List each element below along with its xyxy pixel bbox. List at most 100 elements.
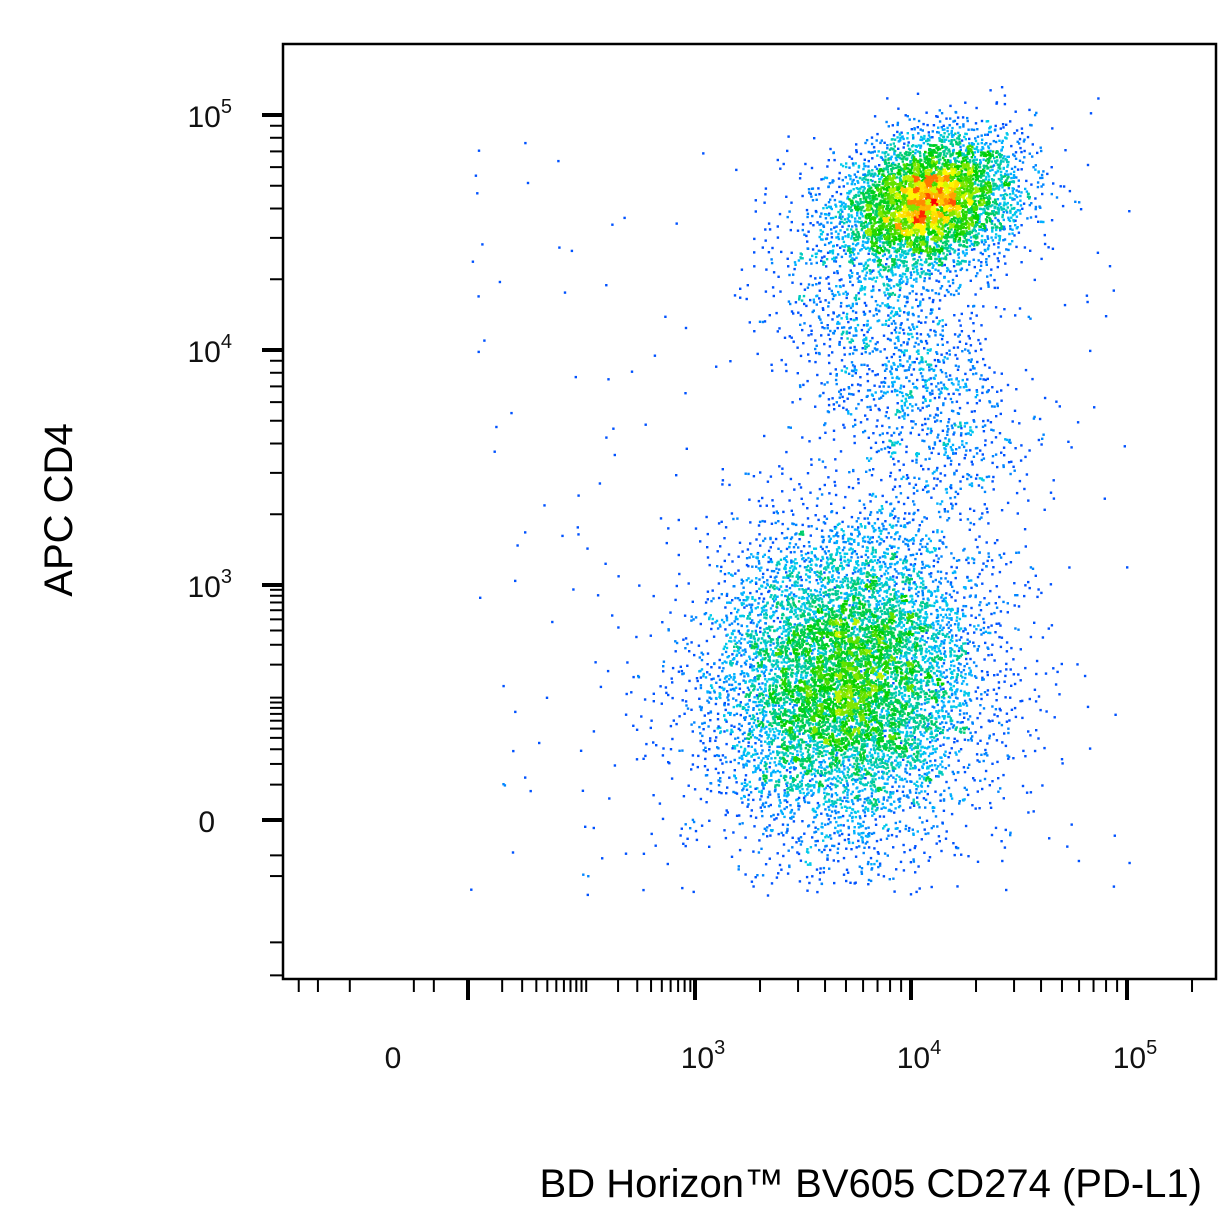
event-dot (1005, 170, 1008, 173)
event-dot (863, 226, 866, 229)
event-dot (958, 186, 961, 190)
event-dot (958, 150, 961, 153)
event-dot (927, 289, 930, 292)
event-dot (1005, 273, 1008, 276)
event-dot (898, 156, 902, 160)
event-dot (971, 182, 974, 185)
event-dot (881, 213, 884, 216)
event-dot (872, 218, 876, 221)
event-dot (906, 170, 909, 173)
event-dot (946, 164, 949, 167)
event-dot (929, 185, 932, 188)
event-dot (867, 159, 870, 163)
event-dot (888, 197, 891, 200)
event-dot (969, 187, 972, 190)
event-dot (778, 212, 782, 216)
event-dot (1001, 146, 1004, 149)
event-dot (797, 311, 800, 314)
event-dot (916, 262, 919, 265)
event-dot (982, 171, 985, 174)
event-dot (902, 264, 906, 268)
event-dot (897, 243, 900, 246)
event-dot (942, 135, 946, 138)
event-dot (973, 155, 977, 159)
event-dot (922, 238, 926, 241)
event-dot (888, 164, 891, 167)
event-dot (1015, 129, 1019, 132)
event-dot (871, 198, 874, 202)
event-dot (874, 173, 877, 176)
event-dot (951, 248, 955, 251)
event-dot (996, 265, 999, 269)
event-dot (870, 225, 873, 229)
event-dot (943, 132, 946, 135)
event-dot (884, 197, 887, 201)
event-dot (875, 139, 878, 142)
event-dot (941, 246, 944, 250)
event-dot (907, 163, 910, 166)
event-dot (1036, 151, 1039, 155)
event-dot (1042, 183, 1045, 186)
event-dot (961, 157, 965, 160)
event-dot (848, 198, 851, 201)
event-dot (1013, 206, 1016, 210)
event-dot (874, 235, 877, 239)
event-dot (892, 172, 895, 176)
event-dot (963, 154, 967, 157)
event-dot (899, 253, 902, 256)
event-dot (997, 177, 1001, 181)
event-dot (872, 200, 875, 203)
event-dot (1010, 176, 1013, 180)
event-dot (882, 226, 885, 229)
event-dot (934, 252, 937, 255)
event-dot (962, 123, 965, 126)
event-dot (906, 132, 909, 135)
event-dot (948, 215, 951, 218)
event-dot (948, 124, 951, 127)
event-dot (939, 134, 942, 137)
event-dot (947, 133, 951, 136)
event-dot (927, 219, 930, 223)
event-dot (949, 179, 953, 182)
event-dot (937, 228, 941, 231)
event-dot (915, 233, 919, 237)
event-dot (984, 159, 988, 162)
event-dot (1011, 197, 1014, 200)
event-dot (872, 285, 875, 288)
event-dot (966, 119, 969, 123)
event-dot (955, 187, 958, 190)
event-dot (936, 115, 939, 118)
event-dot (994, 140, 998, 144)
event-dot (976, 128, 979, 131)
event-dot (841, 236, 844, 239)
event-dot (871, 169, 874, 172)
event-dot (964, 163, 968, 166)
event-dot (993, 174, 996, 177)
event-dot (932, 184, 935, 187)
event-dot (940, 182, 943, 186)
event-dot (893, 233, 896, 236)
event-dot (872, 211, 875, 214)
event-dot (993, 156, 996, 160)
event-dot (877, 236, 880, 239)
event-dot (1029, 216, 1033, 219)
event-dot (949, 155, 952, 158)
event-dot (961, 176, 964, 180)
event-dot (945, 237, 948, 240)
event-dot (909, 271, 912, 274)
event-dot (858, 217, 862, 220)
event-dot (857, 164, 861, 168)
event-dot (941, 186, 944, 189)
event-dot (966, 157, 969, 160)
event-dot (975, 167, 978, 170)
event-dot (853, 173, 856, 176)
event-dot (836, 253, 840, 256)
event-dot (903, 142, 906, 145)
event-dot (985, 219, 988, 222)
event-dot (988, 197, 992, 200)
event-dot (991, 239, 995, 242)
event-dot (930, 188, 933, 192)
event-dot (901, 195, 904, 198)
event-dot (901, 250, 904, 254)
event-dot (1008, 232, 1011, 236)
